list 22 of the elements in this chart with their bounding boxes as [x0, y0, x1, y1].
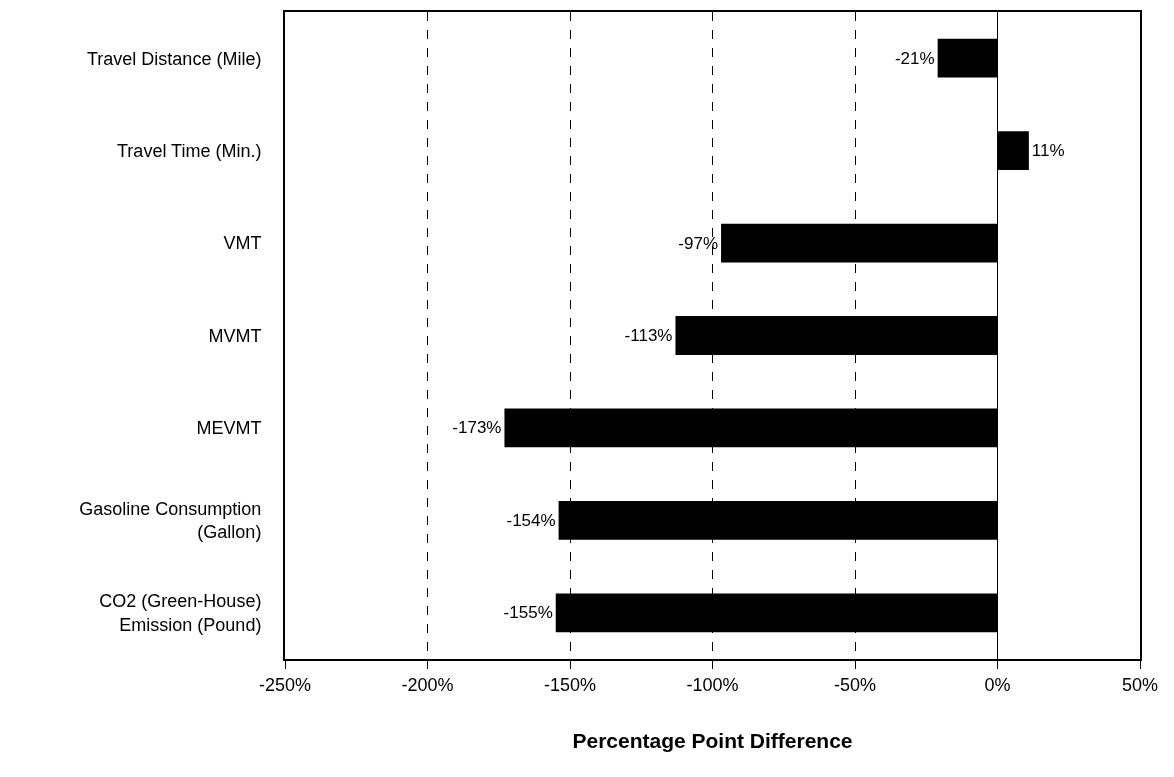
data-label: -21%: [894, 48, 935, 68]
y-tick-label: Gasoline Consumption (Gallon): [79, 498, 262, 543]
y-tick-label: Travel Time (Min.): [117, 140, 262, 161]
x-tick-label: -200%: [401, 674, 454, 695]
data-label: 11%: [1031, 141, 1065, 161]
y-tick-label: MEVMT: [196, 418, 262, 439]
y-tick-label: VMT: [223, 233, 262, 254]
data-label: -113%: [624, 326, 673, 345]
x-tick-label: 0%: [984, 674, 1011, 695]
x-tick-label: -150%: [543, 674, 597, 695]
x-tick-label: -250%: [258, 674, 312, 695]
data-label: -154%: [506, 510, 556, 530]
data-label: -155%: [503, 603, 553, 623]
y-tick-label: Travel Distance (Mile): [87, 48, 262, 69]
y-tick-label: MVMT: [208, 325, 262, 346]
data-label: -97%: [678, 233, 719, 253]
x-tick-label: -100%: [686, 674, 739, 695]
x-tick-label: 50%: [1121, 674, 1159, 695]
x-tick-label: -50%: [833, 674, 877, 695]
x-axis-title: Percentage Point Difference: [572, 729, 853, 753]
data-label: -173%: [452, 418, 502, 438]
y-tick-label: CO2 (Green-House) Emission (Pound): [99, 591, 262, 635]
